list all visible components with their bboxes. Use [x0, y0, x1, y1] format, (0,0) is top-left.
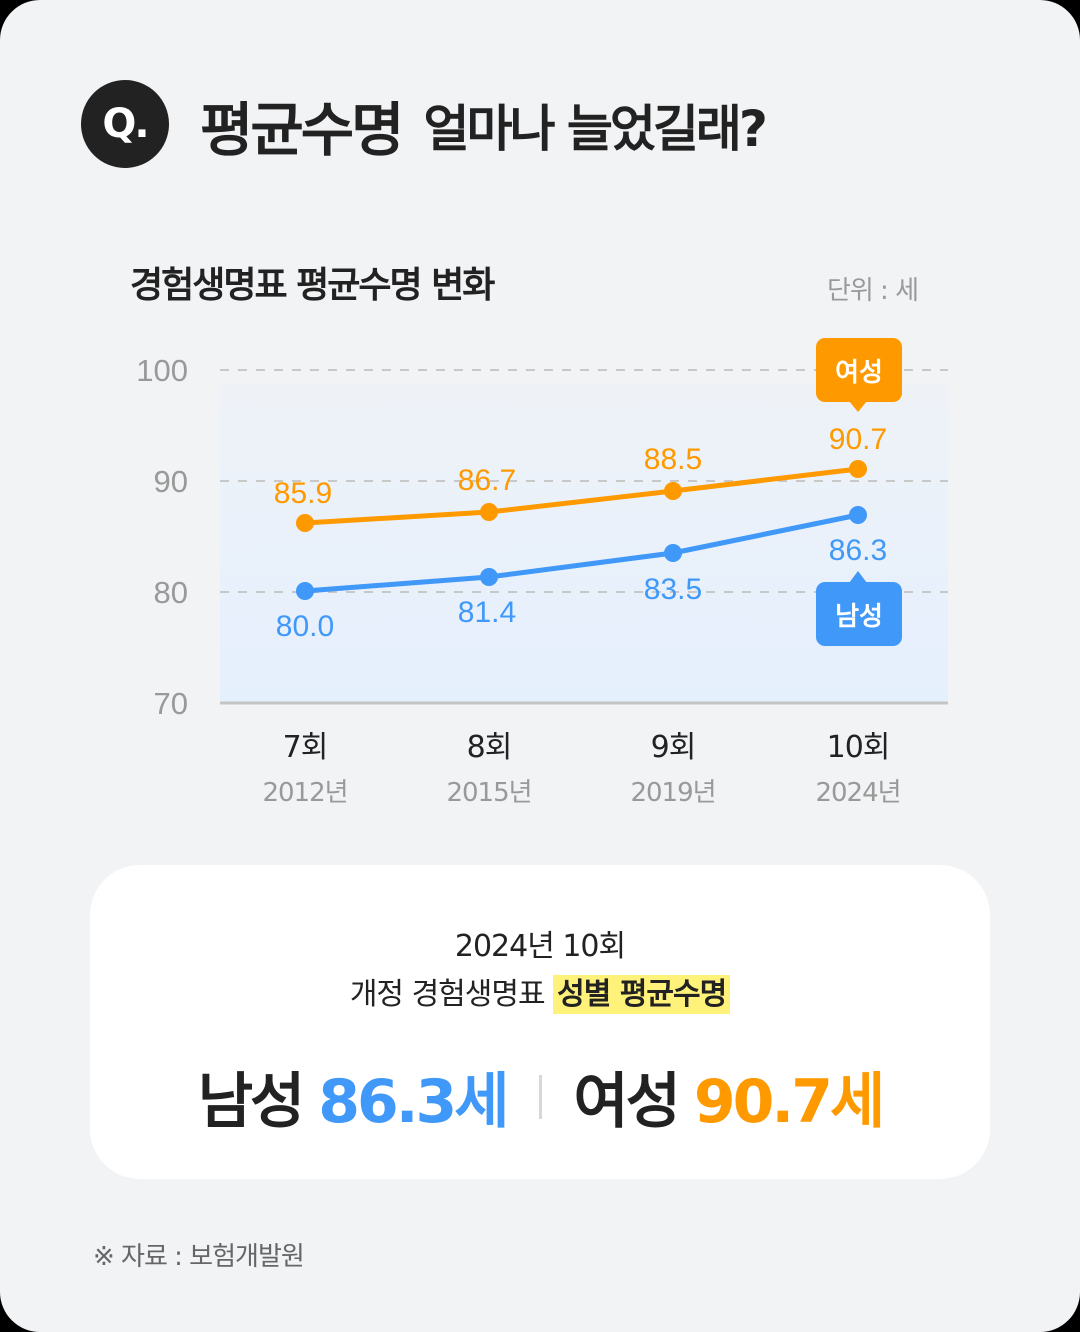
- data-label: 81.4: [458, 596, 516, 629]
- divider: [538, 1074, 542, 1119]
- x-label-year: 2019년: [630, 778, 716, 808]
- summary-subtitle: 2024년 10회: [454, 929, 626, 964]
- male-value: 86.3세: [318, 1067, 509, 1137]
- data-label: 85.9: [274, 477, 332, 510]
- line-chart: 100 90 80 70 85.9 86.7 88.5 90.7 80.: [136, 338, 948, 721]
- data-point[interactable]: [664, 482, 682, 500]
- female-points: [296, 460, 867, 532]
- x-label-round: 8회: [466, 730, 513, 765]
- data-label: 80.0: [276, 610, 334, 643]
- x-label: 7회 2012년: [235, 722, 375, 809]
- x-label-year: 2015년: [446, 778, 532, 808]
- female-line: [304, 466, 859, 526]
- female-callout-label: 여성: [835, 358, 883, 388]
- data-point[interactable]: [296, 582, 314, 600]
- data-point[interactable]: [480, 568, 498, 586]
- x-label: 9회 2019년: [603, 722, 743, 809]
- chart-unit: 단위 : 세: [826, 276, 919, 306]
- source-note: ※ 자료 : 보험개발원: [93, 1242, 305, 1272]
- data-label: 86.3: [829, 534, 887, 567]
- data-label: 88.5: [644, 443, 702, 476]
- x-label-round: 7회: [282, 730, 329, 765]
- x-label-round: 9회: [650, 730, 697, 765]
- headline: 평균수명 얼마나 늘었길래?: [200, 82, 768, 168]
- male-points: [296, 506, 867, 600]
- data-label: 90.7: [829, 423, 887, 456]
- data-point[interactable]: [849, 460, 867, 478]
- x-label: 10회 2024년: [788, 722, 928, 809]
- x-label-year: 2024년: [815, 778, 901, 808]
- summary-values: 남성 86.3세 여성 90.7세: [90, 1053, 990, 1140]
- male-line: [304, 512, 859, 594]
- x-label-round: 10회: [826, 730, 891, 765]
- male-callout-label: 남성: [835, 602, 883, 632]
- male-labels: 80.0 81.4 83.5 86.3: [276, 534, 887, 643]
- y-tick: 70: [154, 686, 188, 721]
- summary-title-highlight: 성별 평균수명: [553, 975, 731, 1014]
- summary-box: 2024년 10회 개정 경험생명표 성별 평균수명 남성 86.3세 여성 9…: [90, 865, 990, 1179]
- data-point[interactable]: [480, 503, 498, 521]
- y-tick: 90: [154, 464, 188, 499]
- female-label: 여성: [573, 1067, 681, 1137]
- male-callout: 남성: [816, 571, 902, 646]
- chart-title: 경험생명표 평균수명 변화: [130, 265, 495, 306]
- question-badge: Q.: [81, 80, 169, 168]
- female-value: 90.7세: [693, 1067, 885, 1137]
- headline-rest: 얼마나 늘었길래?: [423, 100, 767, 158]
- data-label: 86.7: [458, 464, 516, 497]
- data-label: 83.5: [644, 573, 702, 606]
- female-callout: 여성: [816, 338, 902, 412]
- summary-title: 개정 경험생명표 성별 평균수명: [90, 969, 990, 1014]
- data-point[interactable]: [664, 544, 682, 562]
- y-tick: 80: [154, 575, 188, 610]
- data-point[interactable]: [296, 514, 314, 532]
- question-badge-label: Q.: [102, 101, 149, 147]
- data-point[interactable]: [849, 506, 867, 524]
- x-label: 8회 2015년: [419, 722, 559, 809]
- female-labels: 85.9 86.7 88.5 90.7: [274, 423, 887, 510]
- gridlines: [220, 369, 948, 593]
- plot-area: [220, 385, 948, 703]
- summary-title-prefix: 개정 경험생명표: [349, 977, 546, 1012]
- y-tick: 100: [136, 353, 188, 388]
- male-label: 남성: [197, 1067, 305, 1137]
- headline-bold: 평균수명: [200, 96, 404, 164]
- x-label-year: 2012년: [262, 778, 348, 808]
- y-axis-ticks: 100 90 80 70: [136, 353, 188, 721]
